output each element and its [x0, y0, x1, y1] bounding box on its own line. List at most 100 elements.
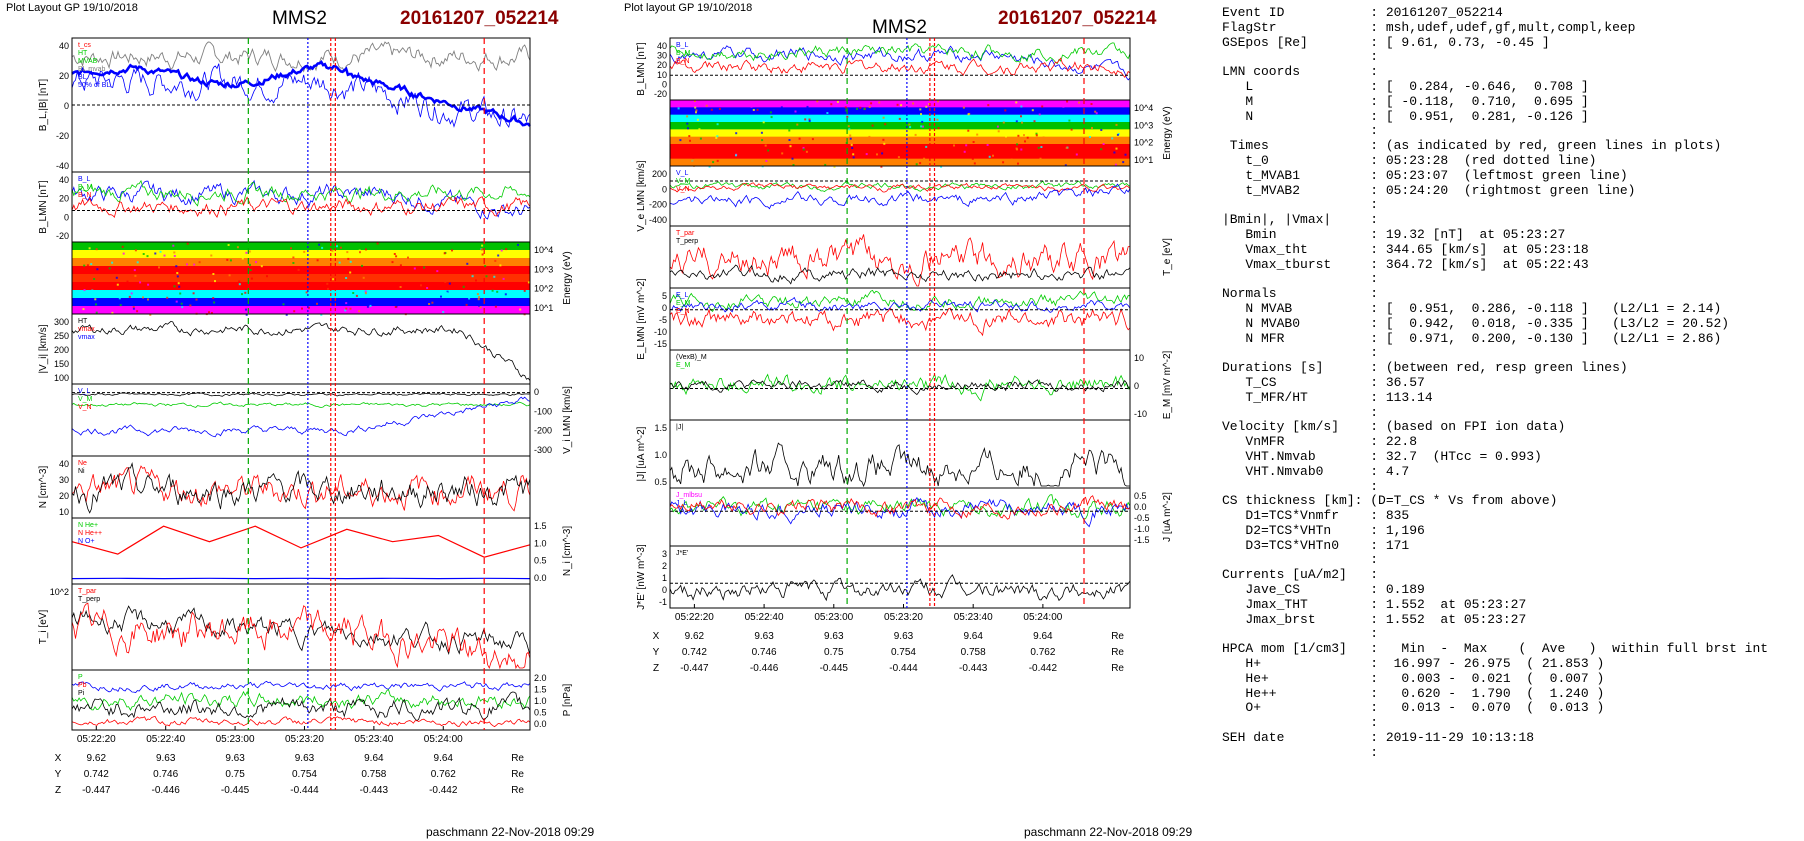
ephem-row-label: X — [653, 631, 660, 642]
y-tick-label: -1.5 — [1134, 535, 1150, 545]
ephem-value: -0.445 — [820, 663, 849, 674]
ephem-row-label: Y — [55, 769, 62, 780]
y-tick-label: 40 — [59, 175, 69, 185]
info-line: N MVAB0 : [ 0.942, 0.018, -0.335 ] (L3/L… — [1222, 315, 1730, 331]
y-tick-label: 10^1 — [1134, 155, 1153, 165]
y-tick-label: 0.5 — [654, 477, 667, 487]
series-blmn-2 — [71, 196, 531, 219]
y-tick-label: 1.0 — [534, 538, 547, 548]
info-line: Jmax_THT : 1.552 at 05:23:27 — [1222, 596, 1527, 612]
y-tick-label: -400 — [649, 215, 667, 225]
ephem-row-label: Z — [55, 785, 61, 796]
ephem-unit: Re — [511, 785, 524, 796]
legend-entry: E_M — [676, 362, 691, 369]
legend-entry: 50% of BL — [78, 82, 110, 89]
ephem-value: 9.63 — [156, 753, 176, 764]
ephem-value: 9.63 — [295, 753, 315, 764]
panel-frame — [669, 165, 1131, 227]
info-line: Bmin : 19.32 [nT] at 05:23:27 — [1222, 226, 1566, 242]
legend-entry: T_par — [676, 230, 695, 237]
ephem-value: 9.63 — [754, 631, 774, 642]
ephem-value: 0.742 — [84, 769, 109, 780]
series-jlmn-2 — [669, 495, 1131, 520]
y-tick-label: 0.0 — [534, 573, 547, 583]
y-tick-label: 10 — [59, 507, 69, 517]
y-tick-label: 10^4 — [534, 245, 553, 255]
y-tick-label: 1.5 — [534, 685, 547, 695]
info-line: VnMFR : 22.8 — [1222, 434, 1418, 450]
info-line: N MFR : [ 0.971, 0.200, -0.130 ] (L2/L1 … — [1222, 330, 1722, 346]
info-line: t_0 : 05:23:28 (red dotted line) — [1222, 152, 1597, 168]
left-layout-label: Plot Layout GP 19/10/2018 — [6, 2, 138, 14]
ephem-value: -0.445 — [221, 785, 250, 796]
y-tick-label: 3 — [662, 549, 667, 559]
ephem-value: -0.446 — [750, 663, 779, 674]
legend-entry: Ni — [78, 468, 85, 475]
x-tick-label: 05:22:20 — [77, 734, 116, 745]
legend-entry: BL — [78, 74, 87, 81]
y-tick-label: 1.5 — [654, 423, 667, 433]
y-axis-label: Energy (eV) — [562, 251, 573, 304]
x-tick-label: 05:23:20 — [285, 734, 324, 745]
y-tick-label: 10^1 — [534, 303, 553, 313]
info-line: : — [1222, 478, 1379, 494]
y-tick-label: 20 — [657, 60, 667, 70]
legend-entry: B_N — [676, 58, 690, 65]
panel-frame — [71, 313, 531, 385]
legend-entry: vmax — [78, 326, 95, 333]
legend-entry: J*E' — [676, 550, 688, 557]
ephem-value: 9.62 — [685, 631, 705, 642]
y-tick-label: 0 — [64, 212, 69, 222]
series-te-1 — [669, 264, 1131, 285]
x-tick-label: 05:23:00 — [814, 612, 853, 623]
series-ti-0 — [71, 605, 531, 655]
legend-entry: B_M — [78, 184, 93, 191]
info-line: D2=TCS*VHTn : 1,196 — [1222, 522, 1425, 538]
y-tick-label: 1.0 — [654, 450, 667, 460]
x-tick-label: 05:23:40 — [354, 734, 393, 745]
ephem-value: 9.64 — [963, 631, 983, 642]
y-tick-label: 10^4 — [1134, 103, 1153, 113]
series-p-3 — [71, 715, 531, 728]
y-tick-label: 0 — [662, 79, 667, 89]
y-tick-label: -5 — [659, 315, 667, 325]
y-axis-label: V_e LMN [km/s] — [636, 160, 647, 231]
series-ve-0 — [669, 180, 1131, 192]
y-tick-label: 1 — [662, 573, 667, 583]
info-line: : — [1222, 715, 1379, 731]
series-e-1 — [669, 296, 1131, 313]
ephem-value: 0.758 — [361, 769, 386, 780]
y-tick-label: -20 — [56, 131, 69, 141]
y-tick-label: 300 — [54, 317, 69, 327]
y-tick-label: 0 — [1134, 381, 1139, 391]
legend-entry: BL mvab — [78, 66, 105, 73]
ephem-value: 0.746 — [752, 647, 777, 658]
event-info-listing: Event ID : 20161207_052214 FlagStr : msh,… — [1222, 5, 1768, 761]
left-event-title: 20161207_052214 — [400, 8, 559, 29]
series-blmn-1 — [71, 179, 531, 207]
x-tick-label: 05:24:00 — [424, 734, 463, 745]
legend-entry: V_M — [78, 396, 93, 403]
info-line: T_CS : 36.57 — [1222, 374, 1425, 390]
ephem-value: -0.442 — [1029, 663, 1058, 674]
legend-entry: |J| — [676, 424, 683, 431]
legend-entry: V_N — [676, 186, 690, 193]
legend-entry: Pi — [78, 690, 85, 697]
info-line: VHT.Nmvab0 : 4.7 — [1222, 463, 1410, 479]
legend-entry: N He+ — [78, 522, 98, 529]
x-tick-label: 05:23:40 — [954, 612, 993, 623]
y-tick-label: 0.5 — [1134, 491, 1147, 501]
info-line: M : [ -0.118, 0.710, 0.695 ] — [1222, 93, 1589, 109]
legend-entry: HT — [78, 50, 88, 57]
y-tick-label: 40 — [59, 41, 69, 51]
y-tick-label: 100 — [54, 373, 69, 383]
y-tick-label: 20 — [59, 194, 69, 204]
left-spacecraft-title: MMS2 — [272, 8, 327, 29]
